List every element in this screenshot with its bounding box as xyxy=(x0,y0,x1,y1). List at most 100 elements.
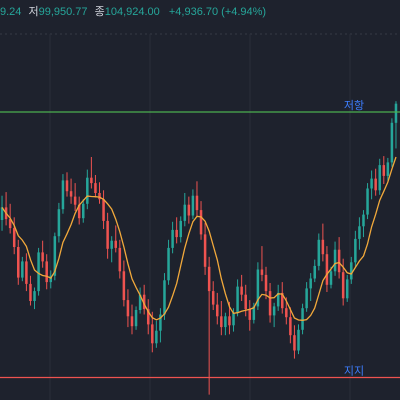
candle-body xyxy=(341,272,345,299)
candle-body xyxy=(118,247,122,272)
candle-body xyxy=(69,191,73,197)
candle-body xyxy=(203,234,207,267)
candle-body xyxy=(280,292,284,309)
candle-body xyxy=(41,252,44,262)
candle-body xyxy=(25,261,28,284)
candle-body xyxy=(289,317,292,336)
candle-body xyxy=(130,316,134,327)
candle-body xyxy=(187,204,191,216)
candle-body xyxy=(73,196,77,205)
candle-body xyxy=(256,269,260,307)
candle-body xyxy=(390,122,394,163)
candle-body xyxy=(268,291,272,316)
support-label: 지지 xyxy=(344,365,364,378)
candle-body xyxy=(301,308,304,330)
candle-body xyxy=(142,294,146,310)
candle-body xyxy=(191,195,195,216)
candle-body xyxy=(248,309,252,320)
close-label: 종 xyxy=(94,6,105,18)
candle-body xyxy=(309,278,312,289)
candle-body xyxy=(321,239,325,255)
candle-body xyxy=(94,183,97,193)
candle-body xyxy=(29,283,32,301)
low-value: 99,950.77 xyxy=(38,6,88,18)
candle-body xyxy=(329,271,333,285)
candle-body xyxy=(138,294,142,310)
candle-body xyxy=(102,199,105,221)
close-value: 104,924.00 xyxy=(104,6,160,18)
candle-body xyxy=(53,236,57,276)
candle-body xyxy=(106,220,109,249)
candle-body xyxy=(114,240,118,248)
change-value: +4,936.70 (+4.94%) xyxy=(168,6,267,18)
candle-body xyxy=(252,306,256,320)
candle-body xyxy=(134,310,138,327)
candle-body xyxy=(366,188,369,215)
candle-body xyxy=(199,210,203,235)
candle-body xyxy=(175,229,178,238)
candle-body xyxy=(159,314,162,331)
candle-body xyxy=(220,316,223,328)
candle-body xyxy=(21,261,24,278)
candle-body xyxy=(224,316,227,328)
candle-body xyxy=(305,288,308,309)
candle-body xyxy=(33,291,36,301)
candle-body xyxy=(171,229,174,248)
candle-body xyxy=(61,180,65,210)
candle-body xyxy=(151,324,154,344)
candle-body xyxy=(211,291,215,305)
candle-body xyxy=(77,204,81,219)
candle-body xyxy=(57,209,61,237)
candle-body xyxy=(374,178,377,191)
candle-body xyxy=(394,103,398,123)
candle-body xyxy=(8,219,12,229)
candle-body xyxy=(325,254,329,285)
candle-body xyxy=(12,228,16,247)
candle-body xyxy=(345,279,349,299)
candle-body xyxy=(382,165,386,176)
candle-body xyxy=(228,316,231,326)
candle-body xyxy=(155,330,158,344)
candle-body xyxy=(179,220,182,238)
candle-body xyxy=(358,226,361,239)
resistance-label: 저항 xyxy=(344,99,364,112)
candle-body xyxy=(45,261,48,283)
candle-body xyxy=(244,294,247,310)
candle-body xyxy=(317,239,321,266)
candle-body xyxy=(333,249,337,272)
candle-body xyxy=(236,286,239,313)
candle-body xyxy=(293,335,296,351)
low-label: 저 xyxy=(28,6,39,18)
candle-body xyxy=(98,193,101,200)
candle-body xyxy=(122,271,126,301)
partial-value: 9.24 xyxy=(0,6,22,18)
candle-body xyxy=(370,178,373,189)
candle-body xyxy=(49,275,53,283)
candle-body xyxy=(354,238,357,263)
candle-body xyxy=(350,262,353,280)
candle-body xyxy=(378,165,381,191)
candle-body xyxy=(110,240,113,249)
candle-body xyxy=(17,247,20,278)
candle-body xyxy=(216,304,219,317)
candle-body xyxy=(207,266,211,292)
ohlc-legend: 9.24 저99,950.77 종104,924.00 +4,936.70 (+… xyxy=(0,3,266,21)
candle-body xyxy=(240,286,243,295)
candle-body xyxy=(183,204,187,221)
candle-body xyxy=(337,249,341,273)
candle-body xyxy=(167,247,170,281)
candle-body xyxy=(195,195,199,211)
candle-body xyxy=(37,252,40,292)
candle-body xyxy=(65,180,69,192)
candle-body xyxy=(126,300,130,317)
candle-body xyxy=(386,162,390,176)
candle-body xyxy=(276,292,280,307)
candle-body xyxy=(81,203,85,219)
candle-body xyxy=(232,312,235,326)
candle-body xyxy=(163,280,166,315)
candle-body xyxy=(272,306,276,316)
candle-body xyxy=(362,214,365,227)
candle-body xyxy=(86,177,89,204)
